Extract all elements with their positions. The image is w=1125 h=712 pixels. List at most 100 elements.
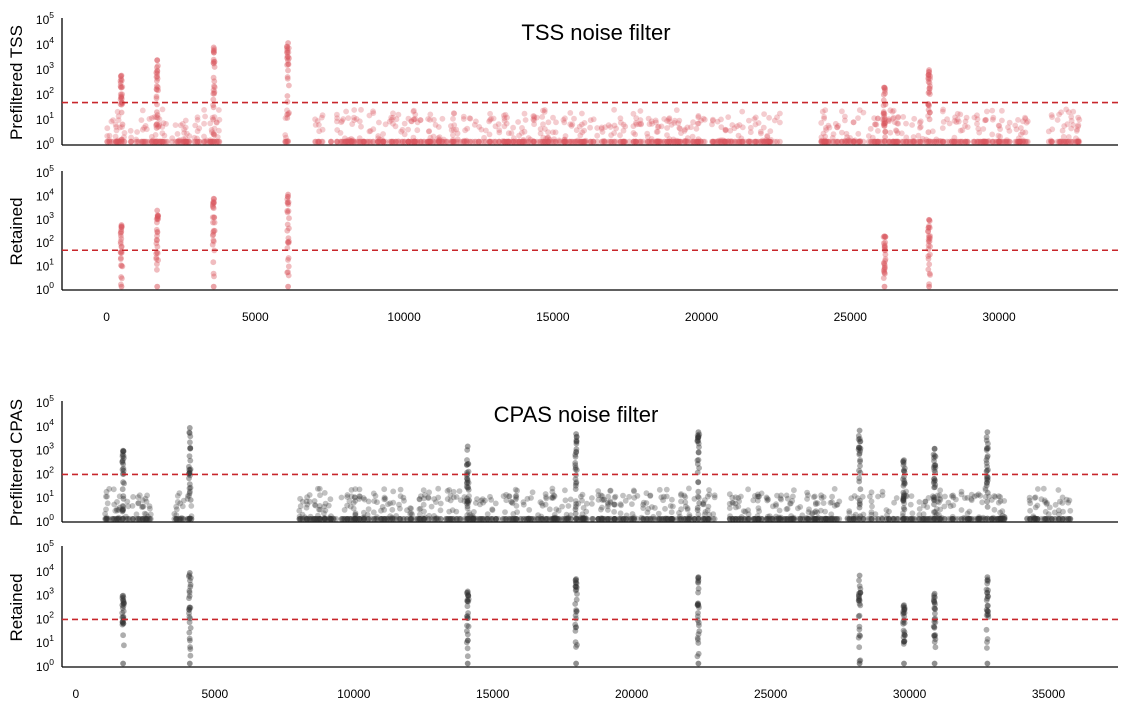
data-point [127, 127, 134, 134]
data-point [211, 114, 218, 120]
data-point [997, 133, 1003, 140]
data-point [751, 116, 758, 122]
data-point [401, 131, 408, 138]
data-point [464, 653, 471, 660]
data-point [477, 516, 483, 522]
data-point [114, 516, 121, 522]
data-point [299, 511, 306, 518]
data-point [695, 640, 702, 646]
data-point [856, 107, 863, 113]
data-point [907, 138, 913, 145]
data-point [594, 132, 601, 139]
data-point [401, 516, 407, 522]
data-point [435, 138, 442, 145]
data-point [187, 457, 194, 464]
data-point [154, 283, 161, 290]
data-point [428, 503, 435, 510]
data-point [671, 117, 678, 124]
data-point [153, 125, 160, 131]
data-point [531, 115, 538, 121]
data-point [210, 47, 217, 54]
data-point [981, 138, 987, 145]
data-point [316, 485, 323, 492]
data-point [118, 84, 125, 91]
data-point [308, 516, 315, 522]
data-point [450, 516, 457, 522]
data-point [514, 516, 520, 522]
data-point [1003, 137, 1010, 144]
data-point [766, 138, 773, 145]
data-point [925, 71, 932, 78]
data-point [629, 501, 635, 507]
data-point [357, 516, 363, 522]
data-point [361, 509, 367, 516]
data-point [709, 138, 715, 145]
data-point [104, 133, 111, 139]
data-point [562, 487, 568, 494]
data-point [154, 57, 161, 64]
data-point [396, 501, 402, 508]
data-point [526, 507, 533, 513]
data-point [390, 110, 396, 117]
data-point [1038, 516, 1045, 522]
data-point [712, 138, 719, 145]
data-point [104, 138, 111, 145]
data-point [727, 138, 734, 145]
data-point [155, 87, 162, 94]
data-point [688, 124, 694, 131]
data-point [103, 506, 109, 513]
data-point [501, 123, 508, 130]
data-point [411, 116, 417, 123]
data-point [983, 612, 990, 619]
data-point [112, 138, 119, 145]
data-point [454, 138, 461, 145]
data-point [450, 494, 457, 501]
data-point [118, 84, 124, 91]
data-point [881, 121, 887, 127]
data-point [405, 138, 411, 145]
data-point [146, 503, 153, 510]
x-tick-label: 10000 [337, 687, 371, 701]
data-point [982, 138, 988, 145]
data-point [179, 138, 186, 145]
data-point [210, 283, 217, 290]
data-point [432, 138, 439, 145]
data-point [142, 516, 149, 522]
data-point [470, 515, 477, 522]
data-point [510, 138, 517, 145]
data-point [1015, 117, 1021, 123]
data-point [427, 138, 434, 145]
data-point [284, 196, 291, 203]
data-point [682, 499, 689, 506]
data-point [350, 138, 356, 145]
data-point [613, 125, 619, 132]
data-point [867, 138, 874, 145]
data-point [1006, 138, 1013, 145]
data-point [341, 138, 348, 145]
data-point [345, 137, 352, 143]
data-point [1058, 138, 1064, 145]
data-point [154, 138, 161, 145]
data-point [492, 138, 499, 145]
data-point [328, 138, 334, 145]
data-point [1070, 122, 1077, 128]
data-point [307, 516, 314, 522]
data-point [636, 121, 642, 128]
data-point [370, 490, 377, 497]
data-point [929, 128, 936, 135]
data-point [309, 516, 316, 522]
data-point [327, 516, 334, 522]
data-point [865, 133, 872, 139]
data-point [209, 241, 216, 248]
data-point [804, 489, 810, 496]
data-point [619, 138, 626, 145]
data-point [356, 138, 363, 145]
data-point [926, 224, 933, 231]
data-point [327, 516, 334, 522]
data-point [997, 126, 1003, 132]
data-point [538, 513, 545, 520]
data-point [893, 138, 900, 145]
data-point [499, 138, 506, 145]
y-tick-label: 104 [36, 186, 54, 203]
data-point [695, 488, 702, 495]
